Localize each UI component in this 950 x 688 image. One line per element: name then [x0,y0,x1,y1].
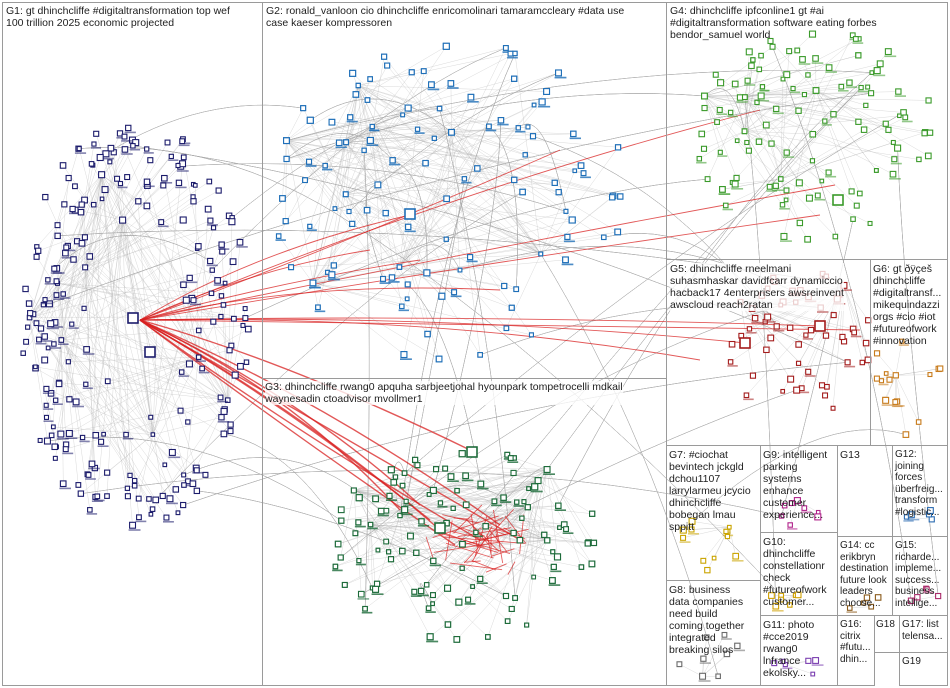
group-pane-g1 [2,2,263,686]
group-pane-g9 [760,445,838,533]
hub-edge-layer [139,109,861,575]
group-pane-g19 [899,652,948,686]
group-pane-g4 [666,2,948,260]
node-layer [20,30,944,682]
group-pane-g5 [666,259,871,446]
group-pane-g6 [870,259,948,446]
group-pane-g2 [262,2,667,379]
group-pane-g18 [874,615,900,653]
group-pane-g11 [760,615,838,686]
group-pane-g8 [666,580,761,686]
group-pane-g15 [892,536,948,616]
group-pane-g16 [837,615,875,686]
group-pane-g10 [760,532,838,616]
group-pane-g12 [892,445,948,537]
group-pane-g13 [837,445,893,537]
group-pane-g3 [262,378,667,686]
group-pane-g17 [899,615,948,653]
group-pane-g7 [666,445,761,581]
group-pane-g14 [837,536,893,616]
